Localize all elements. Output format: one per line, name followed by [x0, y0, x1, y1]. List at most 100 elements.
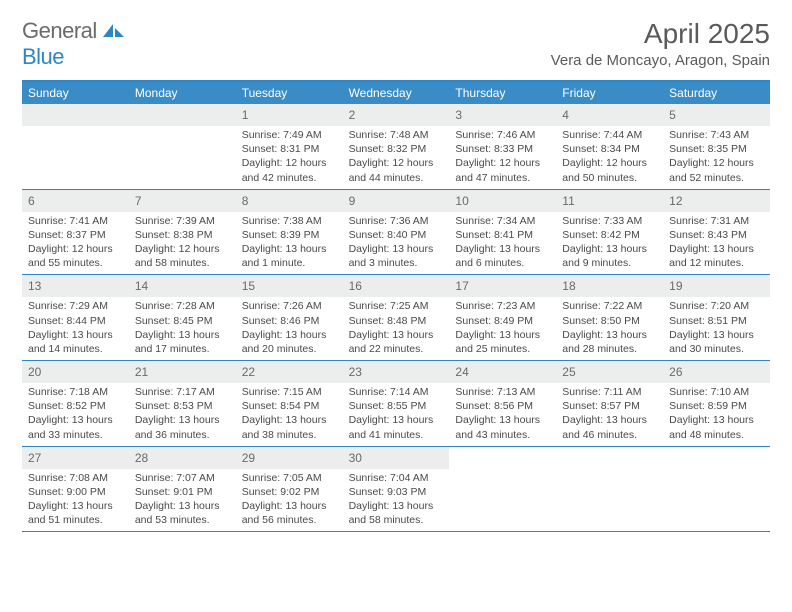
calendar-cell: 4Sunrise: 7:44 AMSunset: 8:34 PMDaylight…: [556, 104, 663, 189]
daylight-text: Daylight: 12 hours and 52 minutes.: [669, 156, 764, 184]
dow-thursday: Thursday: [449, 82, 556, 104]
daylight-text: Daylight: 13 hours and 56 minutes.: [242, 499, 337, 527]
week-row: 20Sunrise: 7:18 AMSunset: 8:52 PMDayligh…: [22, 361, 770, 447]
day-number-row: 29: [236, 447, 343, 469]
sunset-text: Sunset: 8:52 PM: [28, 399, 123, 413]
calendar-cell: 18Sunrise: 7:22 AMSunset: 8:50 PMDayligh…: [556, 275, 663, 360]
sunset-text: Sunset: 8:31 PM: [242, 142, 337, 156]
sunset-text: Sunset: 8:51 PM: [669, 314, 764, 328]
day-number-row: 15: [236, 275, 343, 297]
day-number-row: 26: [663, 361, 770, 383]
sunset-text: Sunset: 8:34 PM: [562, 142, 657, 156]
day-details: Sunrise: 7:44 AMSunset: 8:34 PMDaylight:…: [556, 126, 663, 189]
day-number-row: 20: [22, 361, 129, 383]
day-number-row-empty: [129, 104, 236, 126]
calendar-cell: 5Sunrise: 7:43 AMSunset: 8:35 PMDaylight…: [663, 104, 770, 189]
daylight-text: Daylight: 13 hours and 22 minutes.: [349, 328, 444, 356]
daylight-text: Daylight: 13 hours and 17 minutes.: [135, 328, 230, 356]
day-number: 14: [135, 279, 148, 293]
sunrise-text: Sunrise: 7:10 AM: [669, 385, 764, 399]
day-number-row: 24: [449, 361, 556, 383]
day-details: Sunrise: 7:39 AMSunset: 8:38 PMDaylight:…: [129, 212, 236, 275]
day-details: Sunrise: 7:28 AMSunset: 8:45 PMDaylight:…: [129, 297, 236, 360]
sunrise-text: Sunrise: 7:44 AM: [562, 128, 657, 142]
calendar-cell: 6Sunrise: 7:41 AMSunset: 8:37 PMDaylight…: [22, 190, 129, 275]
month-title: April 2025: [551, 18, 770, 50]
daylight-text: Daylight: 12 hours and 50 minutes.: [562, 156, 657, 184]
daylight-text: Daylight: 13 hours and 48 minutes.: [669, 413, 764, 441]
dow-friday: Friday: [556, 82, 663, 104]
day-number: 23: [349, 365, 362, 379]
day-number-row: 23: [343, 361, 450, 383]
logo-text-blue: Blue: [22, 44, 64, 69]
sunrise-text: Sunrise: 7:07 AM: [135, 471, 230, 485]
sunset-text: Sunset: 8:53 PM: [135, 399, 230, 413]
sunset-text: Sunset: 8:59 PM: [669, 399, 764, 413]
calendar-cell: [663, 447, 770, 532]
day-number: 1: [242, 108, 249, 122]
day-number: 8: [242, 194, 249, 208]
sunset-text: Sunset: 8:35 PM: [669, 142, 764, 156]
calendar-cell: 30 Sunrise: 7:04 AMSunset: 9:03 PMDayligh…: [343, 447, 450, 532]
sunrise-text: Sunrise: 7:08 AM: [28, 471, 123, 485]
sunset-text: Sunset: 8:45 PM: [135, 314, 230, 328]
calendar-cell: 8Sunrise: 7:38 AMSunset: 8:39 PMDaylight…: [236, 190, 343, 275]
logo-sail-icon: [103, 22, 125, 38]
day-number-row: 9: [343, 190, 450, 212]
day-number-row: 11: [556, 190, 663, 212]
day-details: Sunrise: 7:04 AMSunset: 9:03 PMDaylight:…: [343, 469, 450, 532]
calendar-cell: 19Sunrise: 7:20 AMSunset: 8:51 PMDayligh…: [663, 275, 770, 360]
sunset-text: Sunset: 8:56 PM: [455, 399, 550, 413]
daylight-text: Daylight: 13 hours and 38 minutes.: [242, 413, 337, 441]
calendar-cell: 28 Sunrise: 7:07 AMSunset: 9:01 PMDayligh…: [129, 447, 236, 532]
dow-wednesday: Wednesday: [343, 82, 450, 104]
logo: General Blue: [22, 18, 125, 70]
day-of-week-row: Sunday Monday Tuesday Wednesday Thursday…: [22, 82, 770, 104]
day-number-row: 3: [449, 104, 556, 126]
dow-monday: Monday: [129, 82, 236, 104]
sunrise-text: Sunrise: 7:25 AM: [349, 299, 444, 313]
sunrise-text: Sunrise: 7:29 AM: [28, 299, 123, 313]
day-number: 21: [135, 365, 148, 379]
sunset-text: Sunset: 8:55 PM: [349, 399, 444, 413]
calendar-cell: 20Sunrise: 7:18 AMSunset: 8:52 PMDayligh…: [22, 361, 129, 446]
sunrise-text: Sunrise: 7:17 AM: [135, 385, 230, 399]
calendar-cell: [556, 447, 663, 532]
calendar-cell: 17Sunrise: 7:23 AMSunset: 8:49 PMDayligh…: [449, 275, 556, 360]
sunrise-text: Sunrise: 7:36 AM: [349, 214, 444, 228]
day-number: 19: [669, 279, 682, 293]
daylight-text: Daylight: 13 hours and 28 minutes.: [562, 328, 657, 356]
sunset-text: Sunset: 8:44 PM: [28, 314, 123, 328]
sunrise-text: Sunrise: 7:13 AM: [455, 385, 550, 399]
daylight-text: Daylight: 13 hours and 1 minute.: [242, 242, 337, 270]
day-number: 30: [349, 451, 362, 465]
day-number-row: 5: [663, 104, 770, 126]
daylight-text: Daylight: 12 hours and 47 minutes.: [455, 156, 550, 184]
day-details: Sunrise: 7:13 AMSunset: 8:56 PMDaylight:…: [449, 383, 556, 446]
sunrise-text: Sunrise: 7:22 AM: [562, 299, 657, 313]
day-details: Sunrise: 7:25 AMSunset: 8:48 PMDaylight:…: [343, 297, 450, 360]
sunset-text: Sunset: 9:01 PM: [135, 485, 230, 499]
day-number: 10: [455, 194, 468, 208]
day-number-row: 28: [129, 447, 236, 469]
calendar-cell: 24 Sunrise: 7:13 AMSunset: 8:56 PMDayligh…: [449, 361, 556, 446]
day-number-row: 22: [236, 361, 343, 383]
day-number-row: 17: [449, 275, 556, 297]
sunset-text: Sunset: 8:39 PM: [242, 228, 337, 242]
day-details: Sunrise: 7:29 AMSunset: 8:44 PMDaylight:…: [22, 297, 129, 360]
sunset-text: Sunset: 8:32 PM: [349, 142, 444, 156]
day-number: 24: [455, 365, 468, 379]
day-details: Sunrise: 7:26 AMSunset: 8:46 PMDaylight:…: [236, 297, 343, 360]
day-number: 22: [242, 365, 255, 379]
sunrise-text: Sunrise: 7:31 AM: [669, 214, 764, 228]
sunrise-text: Sunrise: 7:48 AM: [349, 128, 444, 142]
day-details: Sunrise: 7:23 AMSunset: 8:49 PMDaylight:…: [449, 297, 556, 360]
day-details: Sunrise: 7:36 AMSunset: 8:40 PMDaylight:…: [343, 212, 450, 275]
day-number: 12: [669, 194, 682, 208]
day-details: Sunrise: 7:17 AMSunset: 8:53 PMDaylight:…: [129, 383, 236, 446]
location: Vera de Moncayo, Aragon, Spain: [551, 52, 770, 69]
day-number: 26: [669, 365, 682, 379]
daylight-text: Daylight: 13 hours and 53 minutes.: [135, 499, 230, 527]
sunset-text: Sunset: 8:43 PM: [669, 228, 764, 242]
day-number-row: 12: [663, 190, 770, 212]
